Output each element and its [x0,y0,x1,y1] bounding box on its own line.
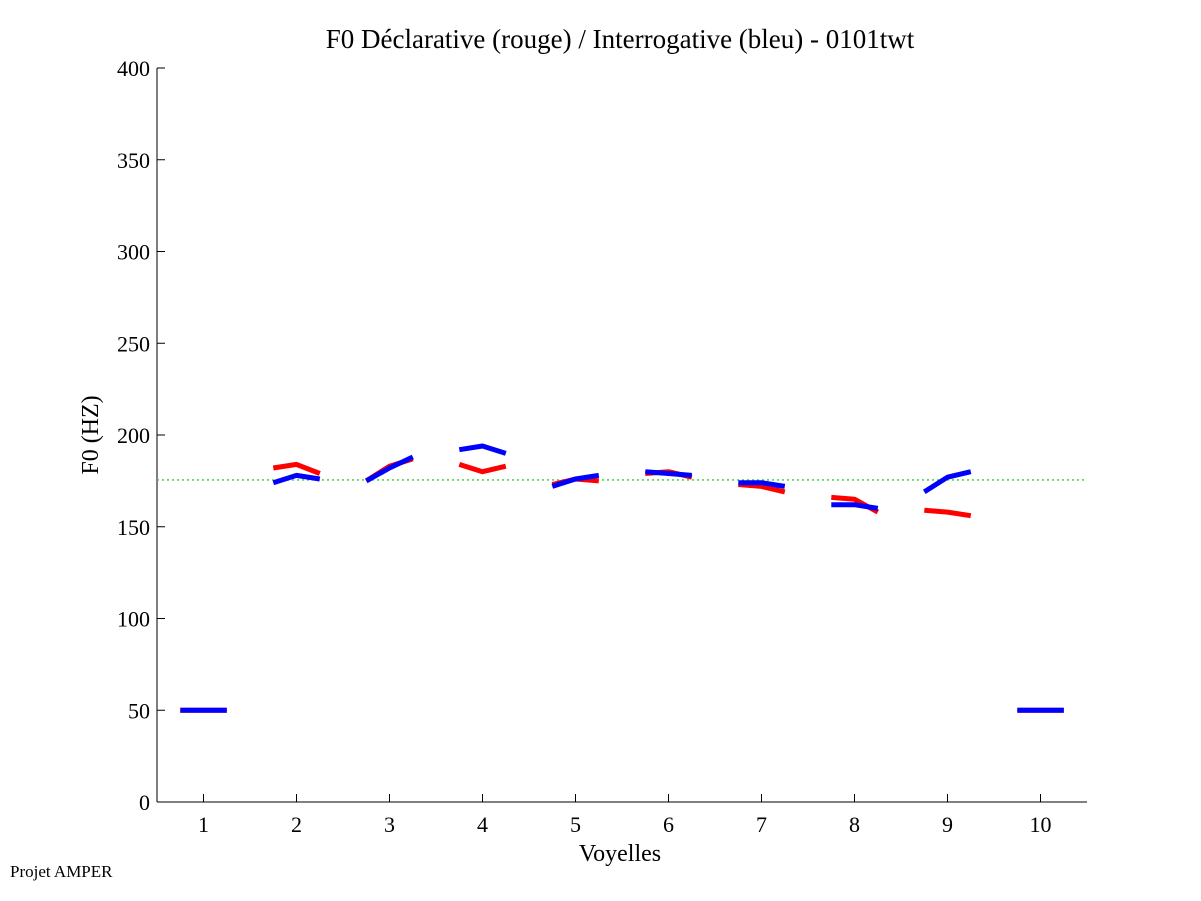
interrogative-segment-8 [831,502,879,511]
y-tick-label: 50 [128,698,150,723]
interrogative-segment-7 [738,480,786,489]
y-tick-label: 0 [139,790,150,815]
x-tick-label: 6 [663,812,674,837]
interrogative-segment-3 [365,454,414,484]
y-tick-label: 200 [117,423,150,448]
footer-label: Projet AMPER [10,862,113,881]
ticks-layer: 0 50 100 150 200 250 300 350 400 1 2 3 4 5 6 7 8 9 10 [117,56,1052,837]
x-tick-label: 7 [756,812,767,837]
x-tick-label: 9 [942,812,953,837]
plot-area [156,68,1087,803]
y-tick-label: 400 [117,56,150,81]
declarative-segment-9 [924,507,972,519]
interrogative-segment-9 [922,469,972,495]
x-axis-label: Voyelles [579,841,661,867]
y-tick-label: 150 [117,515,150,540]
y-tick-label: 350 [117,148,150,173]
plot-background [157,68,1087,802]
interrogative-segment-5 [551,472,600,489]
chart-title: F0 Déclarative (rouge) / Interrogative (… [326,24,915,54]
x-tick-label: 5 [570,812,581,837]
x-tick-label: 4 [477,812,488,837]
interrogative-segment-6 [645,469,693,478]
declarative-segment-4 [458,462,507,475]
x-tick-label: 3 [384,812,395,837]
y-tick-label: 300 [117,240,150,265]
interrogative-segment-4 [458,443,507,456]
x-tick-label: 8 [849,812,860,837]
declarative-segment-2 [272,461,321,476]
y-axis-label: F0 (HZ) [78,395,104,474]
x-tick-label: 1 [198,812,209,837]
series-layer [180,443,1064,713]
interrogative-segment-2 [272,472,321,486]
x-tick-label: 10 [1030,812,1052,837]
x-tick-label: 2 [291,812,302,837]
y-tick-label: 250 [117,331,150,356]
y-tick-label: 100 [117,607,150,632]
